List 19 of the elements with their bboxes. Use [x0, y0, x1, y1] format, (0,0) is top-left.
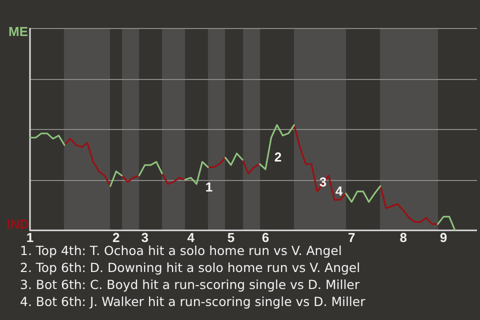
text: ME — [8, 24, 28, 40]
x-tick-label: 4 — [187, 230, 196, 245]
text: 1. Top 4th: T. Ochoa hit a solo home run vs V. Angel — [20, 243, 342, 258]
annotation: 3 — [319, 174, 327, 190]
x-tick-label: 9 — [440, 230, 448, 245]
x-tick-label: 2 — [112, 230, 120, 245]
annotation: 4 — [335, 184, 344, 199]
annotation: 1 — [205, 180, 213, 195]
text: 4. Bot 6th: J. Walker hit a run-scoring single vs D. Miller — [20, 293, 366, 310]
x-tick-label: 8 — [400, 230, 407, 245]
text: 2. Top 6th: D. Downing hit a solo home run vs V. Angel — [20, 259, 362, 276]
annotation: 2 — [274, 150, 282, 165]
x-tick-label: 5 — [227, 230, 235, 245]
text: 3. Bot 6th: C. Boyd hit a run-scoring single vs D. Miller — [20, 276, 361, 293]
x-tick-label: 1 — [26, 230, 34, 245]
x-tick-label: 6 — [262, 230, 270, 245]
x-tick-label: 7 — [348, 230, 356, 245]
x-tick-label: 3 — [141, 230, 148, 245]
annotation: IND — [6, 216, 29, 232]
